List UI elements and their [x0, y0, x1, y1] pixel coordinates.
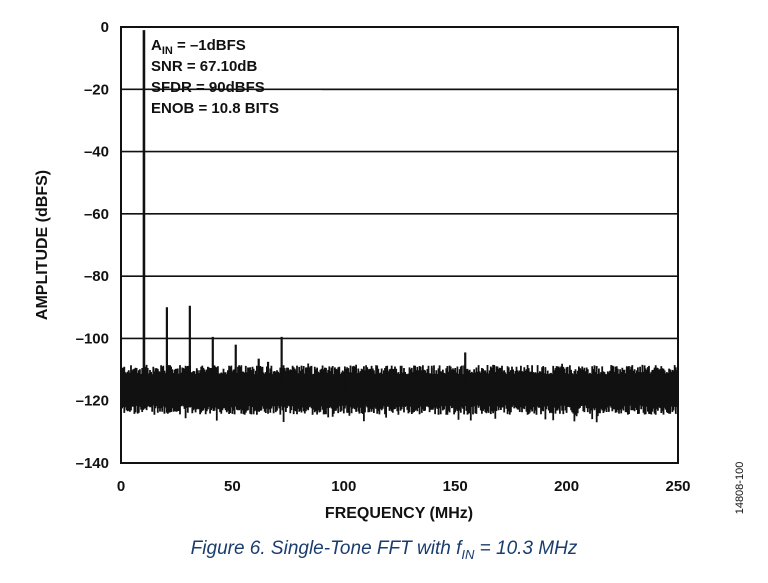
fft-chart: 0 50 100 150 200 250 0 –20 –40 –60 –80 –100 –120 –14… — [34, 19, 746, 522]
y-tick-label: –80 — [84, 268, 109, 285]
caption-subscript: IN — [461, 546, 475, 562]
x-tick-label: 200 — [554, 478, 579, 495]
y-tick-label: –40 — [84, 144, 109, 161]
noise-floor-band — [121, 377, 678, 401]
y-axis-label: AMPLITUDE (dBFS) — [34, 170, 51, 320]
y-tick-labels: 0 –20 –40 –60 –80 –100 –120 –140 — [76, 19, 109, 472]
y-tick-label: –60 — [84, 206, 109, 223]
x-tick-label: 250 — [665, 478, 690, 495]
y-tick-label: –140 — [76, 455, 109, 472]
x-tick-label: 50 — [224, 478, 241, 495]
y-tick-label: 0 — [101, 19, 109, 36]
y-tick-label: –100 — [76, 330, 109, 347]
annotation-snr: SNR = 67.10dB — [151, 58, 257, 75]
figure-caption: Figure 6. Single-Tone FFT with fIN = 10.… — [0, 538, 768, 562]
caption-suffix: = 10.3 MHz — [474, 538, 578, 559]
annotation-sfdr: SFDR = 90dBFS — [151, 79, 265, 96]
plot-frame — [120, 26, 679, 464]
gridlines — [121, 88, 678, 402]
y-tick-label: –20 — [84, 81, 109, 98]
x-axis-label: FREQUENCY (MHz) — [325, 505, 473, 522]
x-tick-labels: 0 50 100 150 200 250 — [117, 478, 691, 495]
x-tick-label: 100 — [331, 478, 356, 495]
spectrum-trace — [120, 30, 679, 423]
figure-id: 14808-100 — [734, 462, 746, 515]
annotation-block: AIN = –1dBFS SNR = 67.10dB SFDR = 90dBFS… — [151, 37, 279, 117]
x-tick-label: 150 — [443, 478, 468, 495]
annotation-enob: ENOB = 10.8 BITS — [151, 100, 279, 117]
x-tick-label: 0 — [117, 478, 125, 495]
annotation-ain: AIN = –1dBFS — [151, 37, 246, 57]
caption-prefix: Figure 6. Single-Tone FFT with f — [190, 538, 462, 559]
y-tick-label: –120 — [76, 393, 109, 410]
